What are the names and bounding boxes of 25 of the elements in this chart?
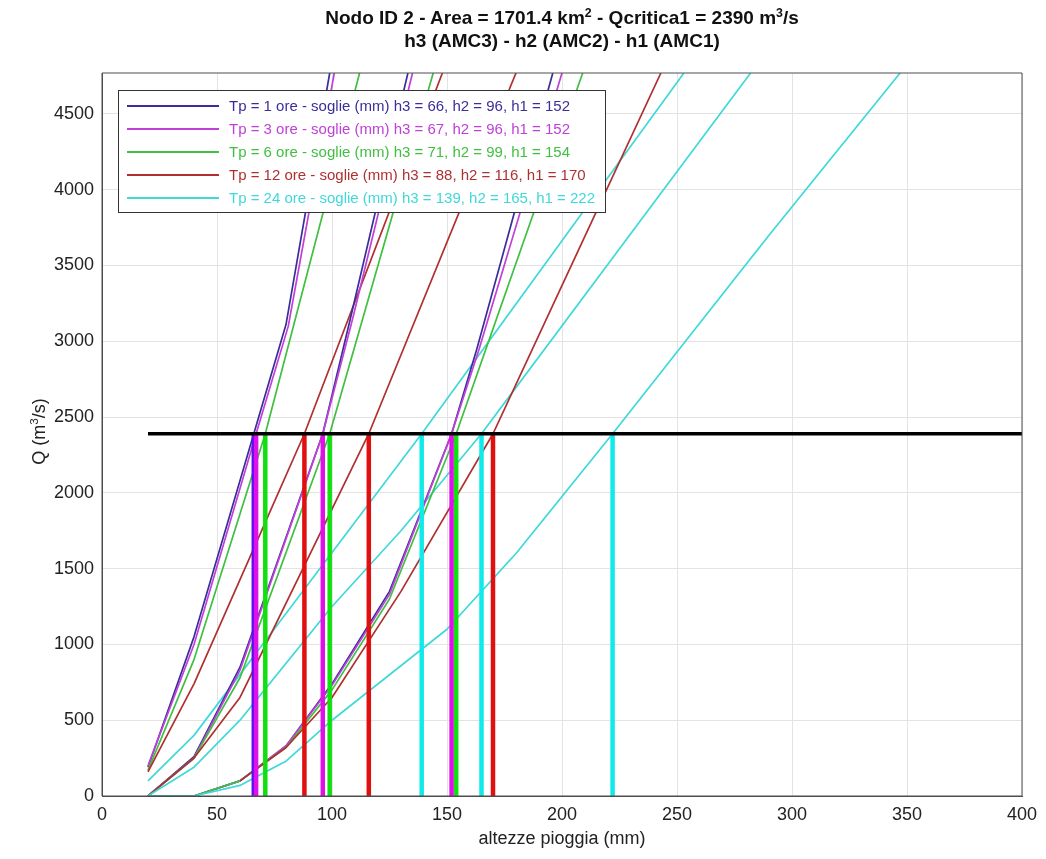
x-tick-label: 300 [776, 803, 808, 824]
y-tick-label: 3500 [53, 254, 94, 275]
x-tick-label: 0 [96, 803, 108, 824]
chart-title: Nodo ID 2 - Area = 1701.4 km$^{2}$ - Qcritica1 = 2390 m$^{3}$/s [324, 6, 800, 30]
series-label: Tp = 12 ore - soglie (mm) h3 = 88, h2 = 116, h1 = 170 [229, 166, 586, 183]
y-tick-label: 0 [83, 784, 94, 805]
series-label: Tp = 24 ore - soglie (mm) h3 = 139, h2 = 165, h1 = 222 [229, 189, 596, 206]
y-tick-label: 2000 [53, 481, 94, 502]
y-tick-label: 500 [63, 709, 94, 730]
x-tick-label: 100 [316, 803, 348, 824]
y-tick-label: 3000 [53, 330, 94, 351]
y-tick-label: 1000 [53, 633, 94, 654]
y-tick-label: 4500 [53, 102, 94, 123]
x-tick-label: 250 [661, 803, 693, 824]
y-tick-label: 2500 [53, 406, 94, 427]
y-tick-label: 1500 [53, 557, 94, 578]
x-tick-label: 150 [431, 803, 463, 824]
x-tick-label: 50 [206, 803, 228, 824]
y-tick-label: 4000 [53, 178, 94, 199]
chart-subtitle: h3 (AMC3) - h2 (AMC2) - h1 (AMC1) [403, 30, 721, 52]
legend: Tp = 1 ore - soglie (mm) h3 = 66, h2 = 96, h1 = 152 Tp = 3 ore - soglie (mm) h3 = 67, h2 = 96, h1 = 152 Tp = 6 ore - soglie (mm) h3 = 71, h2 = 99, h1 = 154 Tp = 12 ore - soglie (mm) h3 = 88, h2 = 116, h1 = 170 Tp = 24 ore - soglie (mm) h3 = 139, h2 = 165, h1 = 222 [118, 90, 607, 213]
x-tick-label: 400 [1006, 803, 1038, 824]
x-tick-label: 200 [546, 803, 578, 824]
x-axis-title: altezze pioggia (mm) [477, 828, 647, 849]
x-tick-label: 350 [891, 803, 923, 824]
